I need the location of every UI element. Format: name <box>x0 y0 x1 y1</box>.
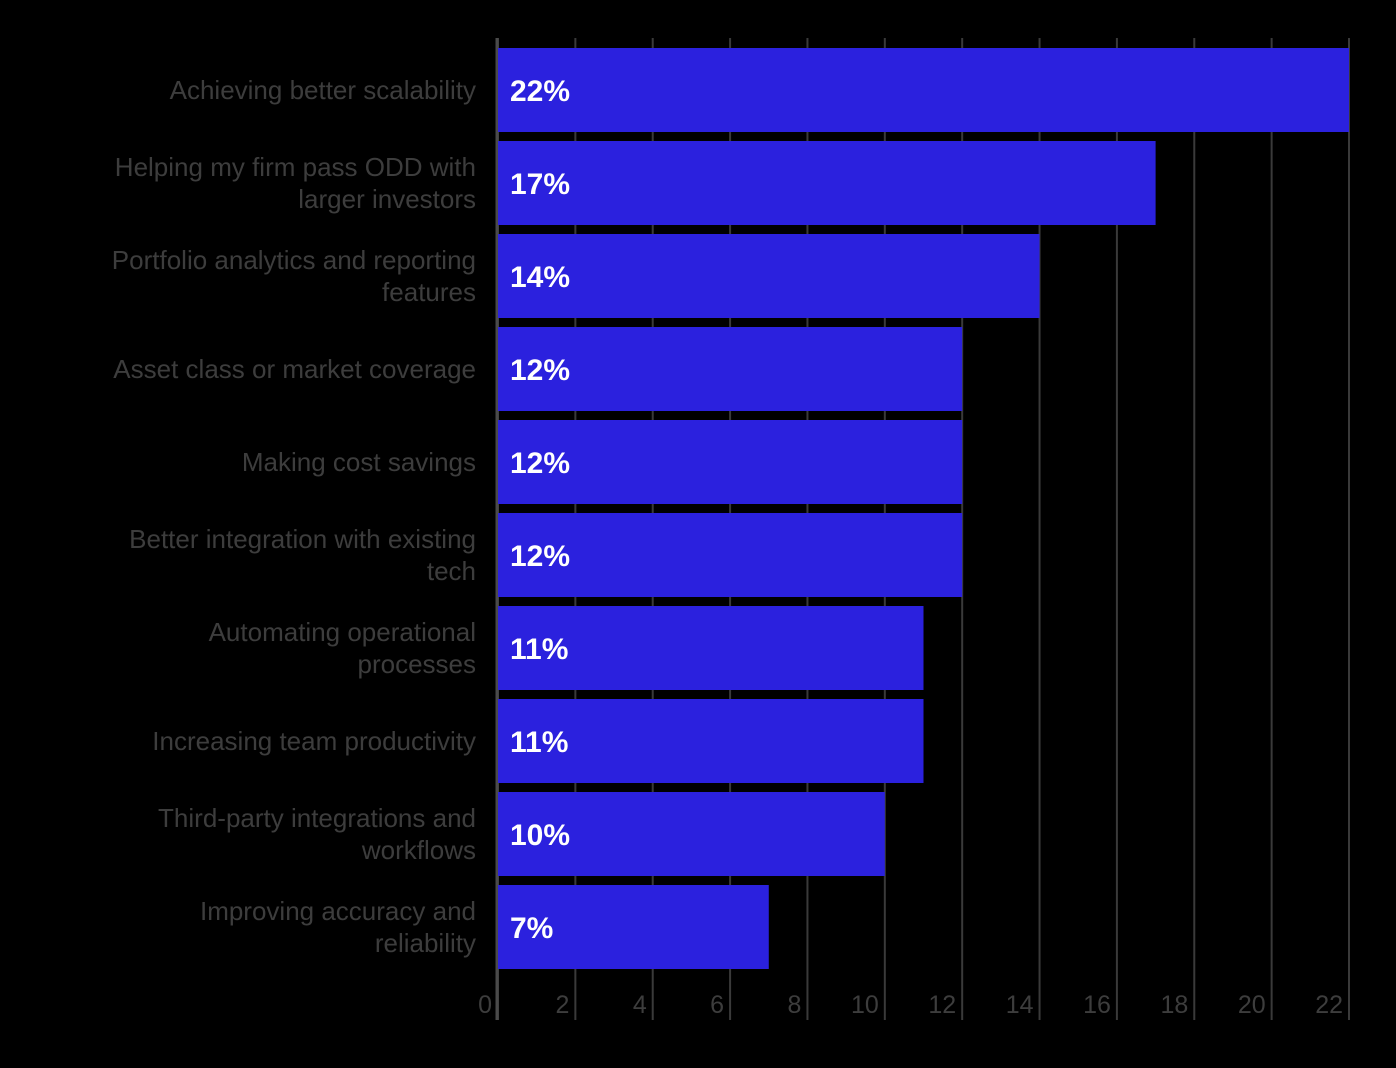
value-label: 11% <box>510 726 568 759</box>
bar <box>498 792 885 876</box>
category-label: workflows <box>361 835 476 865</box>
category-label: processes <box>358 649 477 679</box>
bars: 22% 17% 14% 12% 12% 12% 11% 11% 10% 7% <box>498 48 1349 969</box>
x-tick-label: 4 <box>633 991 647 1019</box>
bar <box>498 420 963 504</box>
x-tick-label: 10 <box>851 991 879 1019</box>
value-label: 11% <box>510 633 568 666</box>
category-label: Helping my firm pass ODD with <box>115 152 476 182</box>
value-label: 10% <box>510 819 570 852</box>
x-tick-label: 20 <box>1238 991 1266 1019</box>
category-label: features <box>382 277 476 307</box>
category-label: Asset class or market coverage <box>113 354 476 384</box>
x-tick-label: 22 <box>1315 991 1343 1019</box>
category-labels: Achieving better scalability Helping my f… <box>112 75 476 958</box>
bar <box>498 234 1040 318</box>
x-tick-label: 18 <box>1160 991 1188 1019</box>
x-tick-label: 14 <box>1006 991 1034 1019</box>
category-label: Increasing team productivity <box>152 726 476 756</box>
value-label: 12% <box>510 540 570 573</box>
x-tick-label: 0 <box>478 991 492 1019</box>
bar <box>498 606 924 690</box>
value-label: 12% <box>510 354 570 387</box>
bar <box>498 48 1349 132</box>
x-tick-label: 8 <box>788 991 802 1019</box>
value-label: 22% <box>510 75 570 108</box>
category-label: reliability <box>375 928 476 958</box>
value-label: 12% <box>510 447 570 480</box>
x-tick-label: 12 <box>928 991 956 1019</box>
x-tick-label: 16 <box>1083 991 1111 1019</box>
x-tick-label: 6 <box>710 991 724 1019</box>
bar <box>498 699 924 783</box>
category-label: Improving accuracy and <box>200 896 476 926</box>
x-tick-label: 2 <box>555 991 569 1019</box>
category-label: larger investors <box>298 184 476 214</box>
bar <box>498 885 769 969</box>
category-label: Automating operational <box>209 617 476 647</box>
bar <box>498 513 963 597</box>
category-label: Portfolio analytics and reporting <box>112 245 476 275</box>
value-label: 14% <box>510 261 570 294</box>
category-label: Better integration with existing <box>129 524 476 554</box>
category-label: Making cost savings <box>242 447 476 477</box>
bar <box>498 327 963 411</box>
category-label: Third-party integrations and <box>158 803 476 833</box>
category-label: tech <box>427 556 476 586</box>
category-label: Achieving better scalability <box>170 75 476 105</box>
value-label: 7% <box>510 912 553 945</box>
value-label: 17% <box>510 168 570 201</box>
x-axis-tick-labels: 0 2 4 6 8 10 12 14 16 18 20 22 <box>478 991 1343 1019</box>
bar <box>498 141 1156 225</box>
